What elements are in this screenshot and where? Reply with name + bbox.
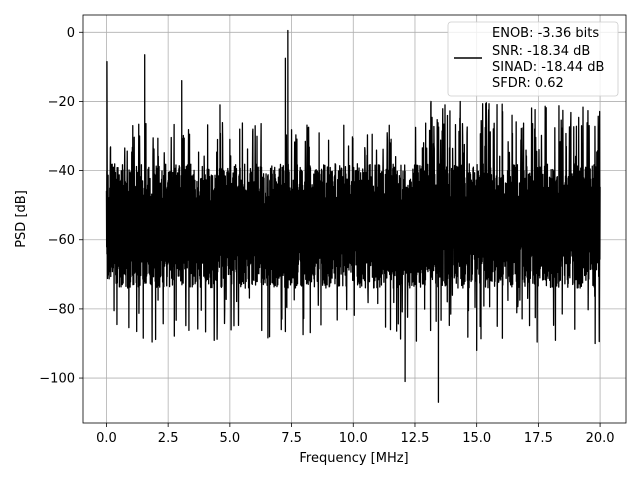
x-tick-label: 5.0 (220, 431, 241, 446)
legend-sfdr: SFDR: 0.62 (492, 76, 564, 91)
y-tick-label: −100 (39, 372, 75, 387)
x-axis-label: Frequency [MHz] (299, 451, 408, 466)
x-tick-label: 7.5 (281, 431, 302, 446)
plot-area (105, 29, 601, 403)
y-tick-label: 0 (67, 26, 75, 41)
x-tick-label: 17.5 (524, 431, 553, 446)
psd-series-line (105, 29, 601, 403)
x-tick-label: 15.0 (462, 431, 491, 446)
legend-enob: ENOB: -3.36 bits (492, 26, 599, 41)
y-tick-label: −20 (48, 95, 75, 110)
y-tick-label: −40 (48, 164, 75, 179)
y-axis-label: PSD [dB] (14, 190, 29, 248)
x-tick-label: 10.0 (339, 431, 368, 446)
x-tick-label: 12.5 (400, 431, 429, 446)
x-axis: 0.0 2.5 5.0 7.5 10.0 12.5 15.0 17.5 20.0 (96, 423, 615, 446)
x-tick-label: 20.0 (586, 431, 615, 446)
y-tick-label: −60 (48, 233, 75, 248)
legend-sinad: SINAD: -18.44 dB (492, 60, 604, 75)
legend-snr: SNR: -18.34 dB (492, 44, 590, 59)
legend: ENOB: -3.36 bits SNR: -18.34 dB SINAD: -… (447, 21, 619, 97)
y-tick-label: −80 (48, 302, 75, 317)
plot-frame (82, 14, 627, 424)
x-tick-label: 2.5 (158, 431, 179, 446)
x-tick-label: 0.0 (96, 431, 117, 446)
y-axis: 0 −20 −40 −60 −80 −100 (39, 26, 83, 387)
legend-box (447, 21, 619, 97)
